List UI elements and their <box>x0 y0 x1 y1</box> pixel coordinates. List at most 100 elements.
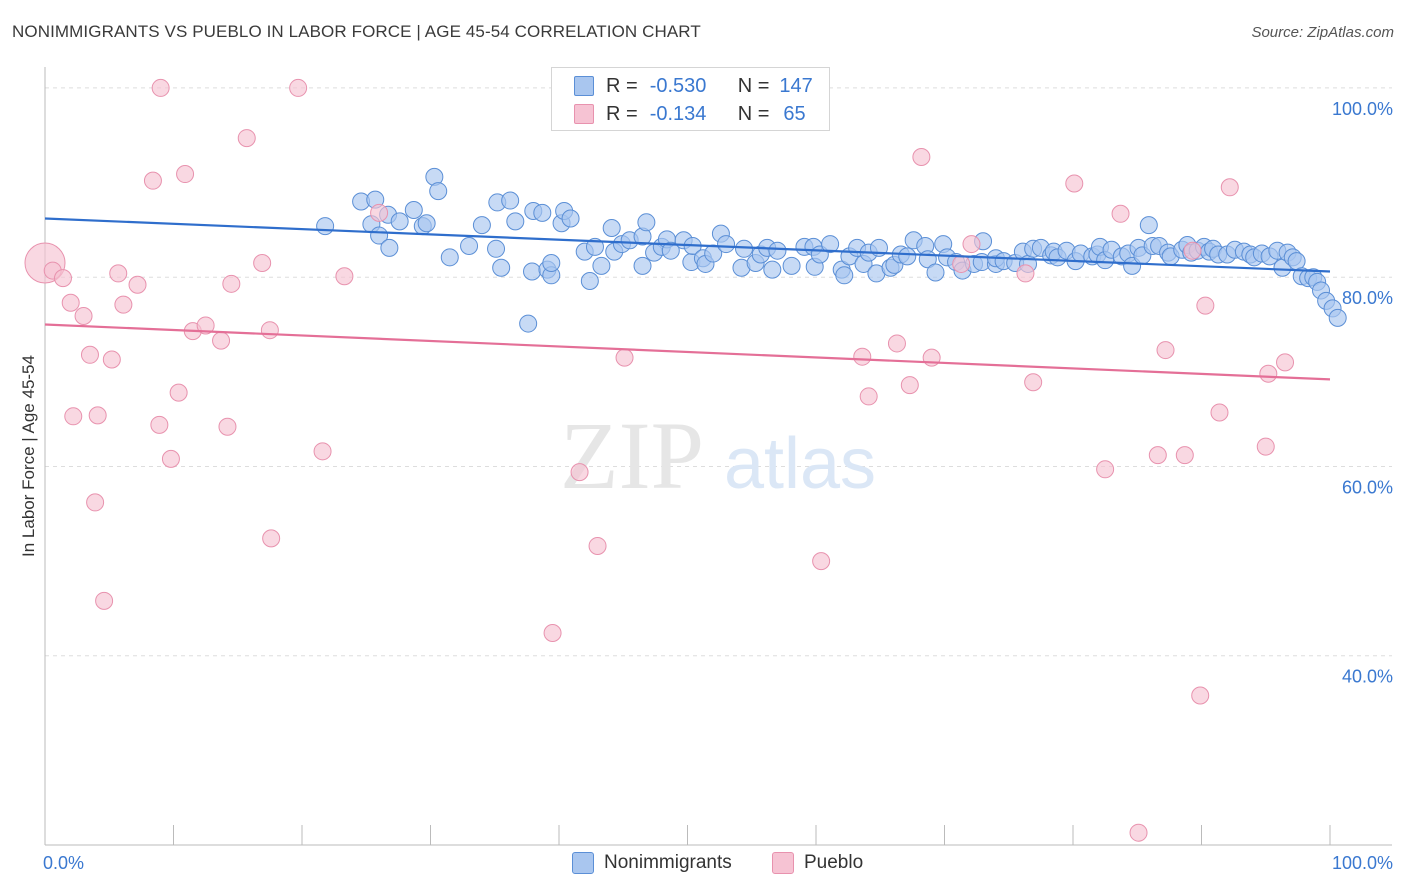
pueblo-point <box>1156 341 1175 360</box>
nonimmigrants-point <box>592 256 611 275</box>
pueblo-point <box>222 274 241 293</box>
pueblo-point <box>887 334 906 353</box>
pueblo-point <box>212 331 231 350</box>
pueblo-point <box>143 171 162 190</box>
nonimmigrants-point <box>561 209 580 228</box>
pueblo-point <box>313 442 332 461</box>
pueblo-point <box>853 347 872 366</box>
nonimmigrants-point <box>519 314 538 333</box>
source-label: Source: ZipAtlas.com <box>1251 24 1394 41</box>
pueblo-point <box>102 350 121 369</box>
pueblo-point <box>1210 403 1229 422</box>
pueblo-point <box>370 203 389 222</box>
pueblo-point <box>169 383 188 402</box>
y-tick-label: 80.0% <box>1342 288 1393 308</box>
legend-r-label: R = <box>606 102 638 125</box>
nonimmigrants-point <box>533 203 552 222</box>
pueblo-point <box>859 387 878 406</box>
pueblo-point <box>64 407 83 426</box>
nonimmigrants-point <box>735 239 754 258</box>
nonimmigrants-point <box>661 241 680 260</box>
nonimmigrants-point <box>763 260 782 279</box>
pueblo-point <box>1183 241 1202 260</box>
nonimmigrants-point <box>1287 252 1306 271</box>
legend-label-nonimmigrants: Nonimmigrants <box>604 852 732 873</box>
pueblo-point <box>812 552 831 571</box>
pueblo-point <box>1148 446 1167 465</box>
pueblo-point <box>1111 204 1130 223</box>
watermark-atlas: atlas <box>724 424 876 504</box>
pueblo-point <box>615 348 634 367</box>
nonimmigrants-point <box>782 256 801 275</box>
pueblo-point <box>53 269 72 288</box>
nonimmigrants-point <box>417 214 436 233</box>
pueblo-point <box>289 78 308 97</box>
y-tick-label: 40.0% <box>1342 667 1393 687</box>
nonimmigrants-point <box>926 263 945 282</box>
pueblo-point <box>253 254 272 272</box>
legend-swatch-blue <box>574 76 594 96</box>
legend-r-value: -0.134 <box>649 102 707 125</box>
legend-swatch-pueblo <box>772 852 794 874</box>
nonimmigrants-trend-line <box>44 217 1331 273</box>
pueblo-point <box>151 78 170 97</box>
pueblo-point <box>262 529 281 548</box>
legend-row-nonimmigrants: R = -0.530 N = 147 <box>574 74 813 98</box>
legend-n-label: N = <box>737 74 770 97</box>
watermark: ZIP atlas <box>560 402 876 509</box>
pueblo-point <box>570 463 589 482</box>
pueblo-point <box>61 293 80 312</box>
nonimmigrants-point <box>768 241 787 260</box>
nonimmigrants-point <box>580 271 599 290</box>
nonimmigrants-point <box>542 254 561 272</box>
nonimmigrants-point <box>1328 308 1347 327</box>
pueblo-point <box>1129 823 1148 842</box>
pueblo-point <box>161 449 180 468</box>
legend-swatch-pink <box>574 104 594 124</box>
pueblo-point <box>1276 353 1295 372</box>
watermark-zip: ZIP <box>560 402 704 509</box>
pueblo-point <box>588 536 607 555</box>
nonimmigrants-point <box>585 237 604 256</box>
legend-label-pueblo: Pueblo <box>804 852 864 873</box>
pueblo-point <box>1220 178 1239 197</box>
tick-labels: 40.0% 60.0% 80.0% 100.0% 0.0% 100.0% <box>43 99 1393 873</box>
pueblo-point <box>128 275 147 294</box>
correlation-legend: R = -0.530 N = 147 R = -0.134 N = 65 <box>551 67 830 131</box>
nonimmigrants-point <box>460 236 479 255</box>
pueblo-point <box>900 376 919 395</box>
pueblo-point <box>962 235 981 254</box>
nonimmigrants-point <box>380 238 399 257</box>
nonimmigrants-point <box>501 191 520 210</box>
legend-r-label: R = <box>606 74 638 97</box>
nonimmigrants-point <box>835 266 854 285</box>
pueblo-point <box>1024 373 1043 392</box>
pueblo-point <box>1196 296 1215 315</box>
y-tick-label: 100.0% <box>1332 99 1393 119</box>
trend-lines <box>44 217 1331 381</box>
pueblo-point <box>86 493 105 512</box>
pueblo-point <box>260 321 279 340</box>
legend-n-label: N = <box>737 102 770 125</box>
y-tick-label: 60.0% <box>1342 477 1393 497</box>
nonimmigrants-point <box>717 235 736 254</box>
pueblo-point <box>912 148 931 167</box>
pueblo-point <box>952 254 971 273</box>
pueblo-point <box>1016 264 1035 283</box>
pueblo-point <box>1065 174 1084 193</box>
pueblo-point <box>196 316 215 335</box>
data-points <box>24 78 1347 842</box>
pueblo-point <box>1191 686 1210 705</box>
pueblo-point <box>1259 364 1278 383</box>
pueblo-point <box>335 267 354 286</box>
nonimmigrants-point <box>487 239 506 258</box>
x-tick-label: 100.0% <box>1332 853 1393 873</box>
nonimmigrants-point <box>602 218 621 237</box>
pueblo-point <box>218 417 237 436</box>
legend-item-pueblo: Pueblo <box>772 852 863 874</box>
nonimmigrants-point <box>821 235 840 254</box>
nonimmigrants-point <box>404 201 423 220</box>
pueblo-point <box>237 129 256 148</box>
nonimmigrants-point <box>316 217 335 236</box>
